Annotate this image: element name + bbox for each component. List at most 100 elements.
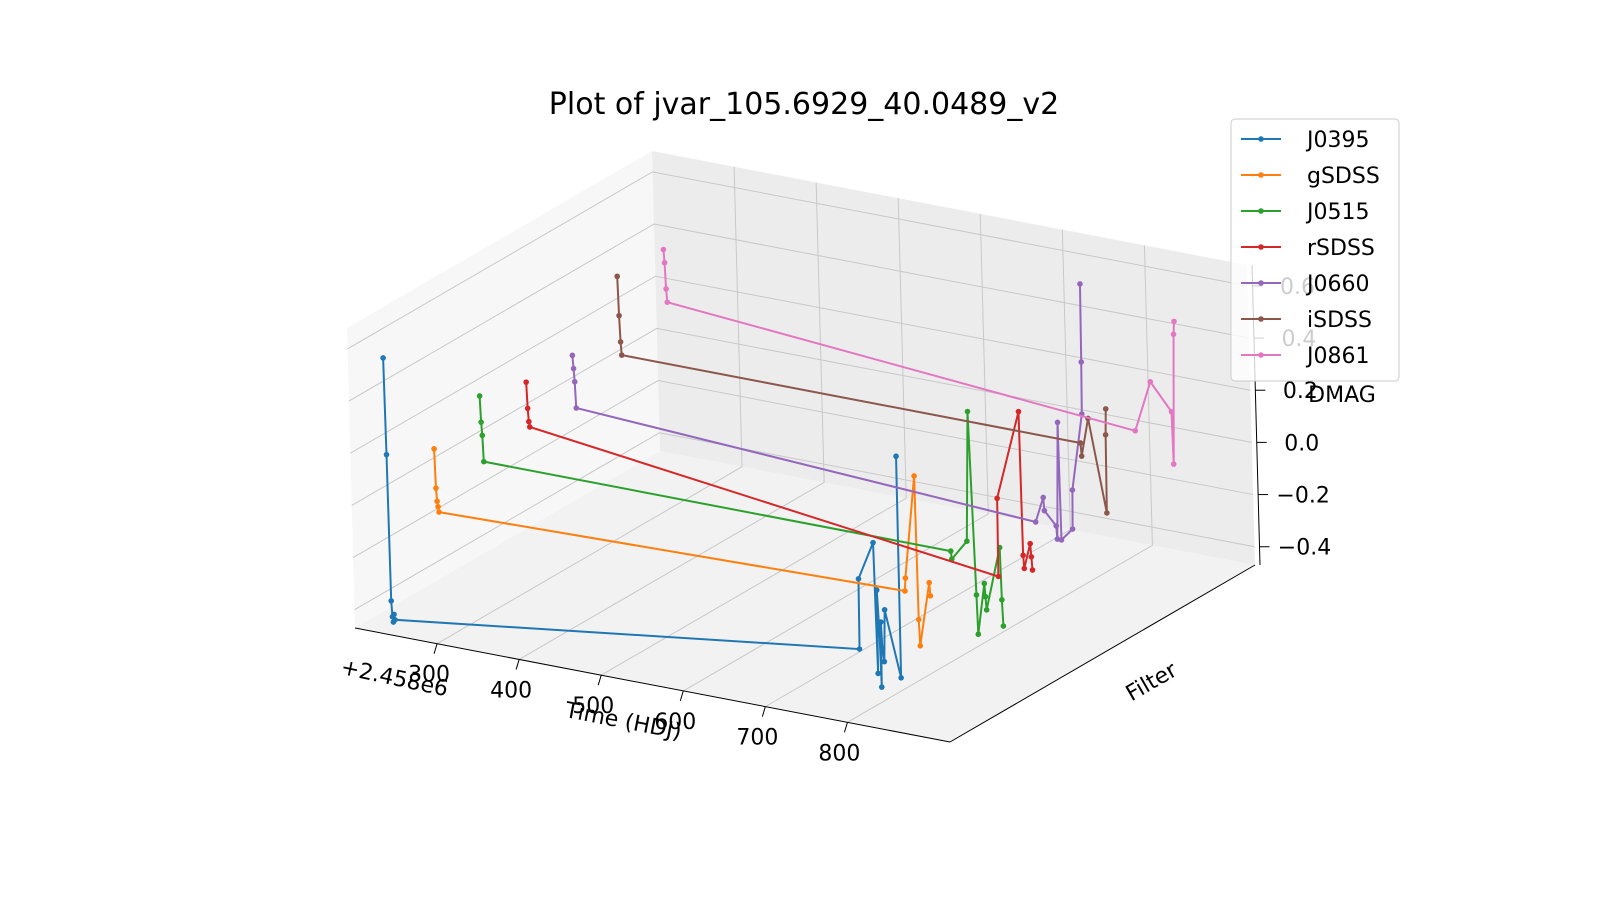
point bbox=[617, 339, 624, 345]
point bbox=[569, 352, 576, 359]
point bbox=[661, 259, 668, 266]
point bbox=[1040, 494, 1047, 501]
point bbox=[1132, 427, 1139, 434]
chart-title: Plot of jvar_105.6929_40.0489_v2 bbox=[549, 87, 1059, 122]
x-tick bbox=[433, 643, 438, 654]
point bbox=[433, 485, 439, 491]
z-tick-label: 0.0 bbox=[1284, 431, 1319, 456]
point bbox=[1102, 406, 1109, 412]
point bbox=[1000, 623, 1007, 629]
point bbox=[523, 379, 529, 385]
z-tick-label: −0.4 bbox=[1278, 536, 1331, 561]
point bbox=[1170, 461, 1177, 467]
point bbox=[1078, 453, 1085, 459]
point bbox=[881, 658, 888, 665]
point bbox=[481, 458, 487, 465]
point bbox=[571, 378, 578, 385]
point bbox=[1058, 537, 1065, 543]
grid-line bbox=[354, 432, 1255, 611]
point bbox=[388, 598, 395, 604]
point bbox=[1077, 440, 1084, 446]
point bbox=[964, 408, 971, 415]
point bbox=[1069, 526, 1076, 532]
x-tick-label: 800 bbox=[818, 741, 860, 766]
point bbox=[964, 538, 970, 544]
point bbox=[878, 619, 884, 625]
point bbox=[1028, 554, 1035, 560]
point bbox=[618, 352, 625, 358]
point bbox=[614, 273, 620, 280]
x-tick bbox=[843, 722, 848, 733]
point bbox=[1032, 519, 1039, 525]
point bbox=[1020, 552, 1026, 559]
point bbox=[873, 587, 880, 593]
point bbox=[975, 631, 982, 638]
grid-line bbox=[683, 213, 989, 692]
legend-marker bbox=[1258, 244, 1264, 250]
point bbox=[663, 286, 669, 292]
legend-marker bbox=[1258, 208, 1264, 214]
point bbox=[1102, 432, 1109, 438]
point bbox=[527, 424, 533, 430]
point bbox=[478, 419, 484, 425]
point bbox=[616, 312, 622, 319]
legend-marker bbox=[1258, 172, 1264, 178]
legend-label: J0515 bbox=[1305, 200, 1369, 225]
point bbox=[911, 473, 917, 479]
point bbox=[870, 539, 876, 546]
grid-line bbox=[847, 245, 1153, 723]
point bbox=[435, 503, 441, 510]
grid-line bbox=[352, 380, 1254, 558]
point bbox=[1069, 487, 1076, 493]
point bbox=[1041, 507, 1048, 514]
point bbox=[902, 588, 908, 594]
x-tick bbox=[597, 675, 602, 686]
point bbox=[660, 246, 667, 253]
point bbox=[664, 299, 671, 305]
point bbox=[524, 405, 531, 412]
point bbox=[947, 548, 954, 554]
grid-line bbox=[600, 198, 907, 676]
x-tick bbox=[515, 659, 520, 670]
point bbox=[893, 453, 899, 460]
x-tick-label: 500 bbox=[572, 694, 614, 719]
grid-line bbox=[351, 327, 1252, 506]
point bbox=[1078, 359, 1085, 365]
point bbox=[479, 432, 486, 439]
point bbox=[1027, 540, 1033, 547]
point bbox=[994, 495, 1000, 502]
grid-line bbox=[518, 182, 825, 660]
point bbox=[431, 446, 437, 452]
point bbox=[982, 593, 989, 600]
x-axis bbox=[354, 627, 951, 743]
legend-box bbox=[1230, 118, 1400, 382]
series-line bbox=[571, 283, 1083, 543]
y-axis bbox=[949, 564, 1256, 743]
legend-label: iSDSS bbox=[1307, 308, 1372, 333]
point bbox=[856, 646, 863, 652]
point bbox=[995, 573, 1002, 580]
point bbox=[927, 593, 934, 599]
z-axis-label: DMAG bbox=[1308, 383, 1376, 408]
point bbox=[1015, 408, 1022, 415]
point bbox=[1171, 318, 1177, 325]
pane-floor bbox=[355, 451, 1255, 742]
point bbox=[1147, 378, 1154, 385]
pane-back bbox=[652, 151, 1255, 565]
point bbox=[391, 611, 397, 618]
legend-marker bbox=[1258, 136, 1264, 142]
point bbox=[876, 631, 883, 638]
grid-line bbox=[436, 166, 743, 645]
point bbox=[476, 393, 483, 399]
point bbox=[926, 579, 932, 586]
point bbox=[1054, 419, 1061, 426]
point bbox=[1021, 565, 1028, 572]
series-line bbox=[616, 276, 1108, 514]
point bbox=[1168, 408, 1175, 415]
point bbox=[1029, 567, 1036, 573]
point bbox=[434, 498, 440, 505]
z-tick-label: 0.2 bbox=[1283, 379, 1318, 404]
x-tick bbox=[679, 690, 684, 702]
point bbox=[1077, 281, 1083, 287]
